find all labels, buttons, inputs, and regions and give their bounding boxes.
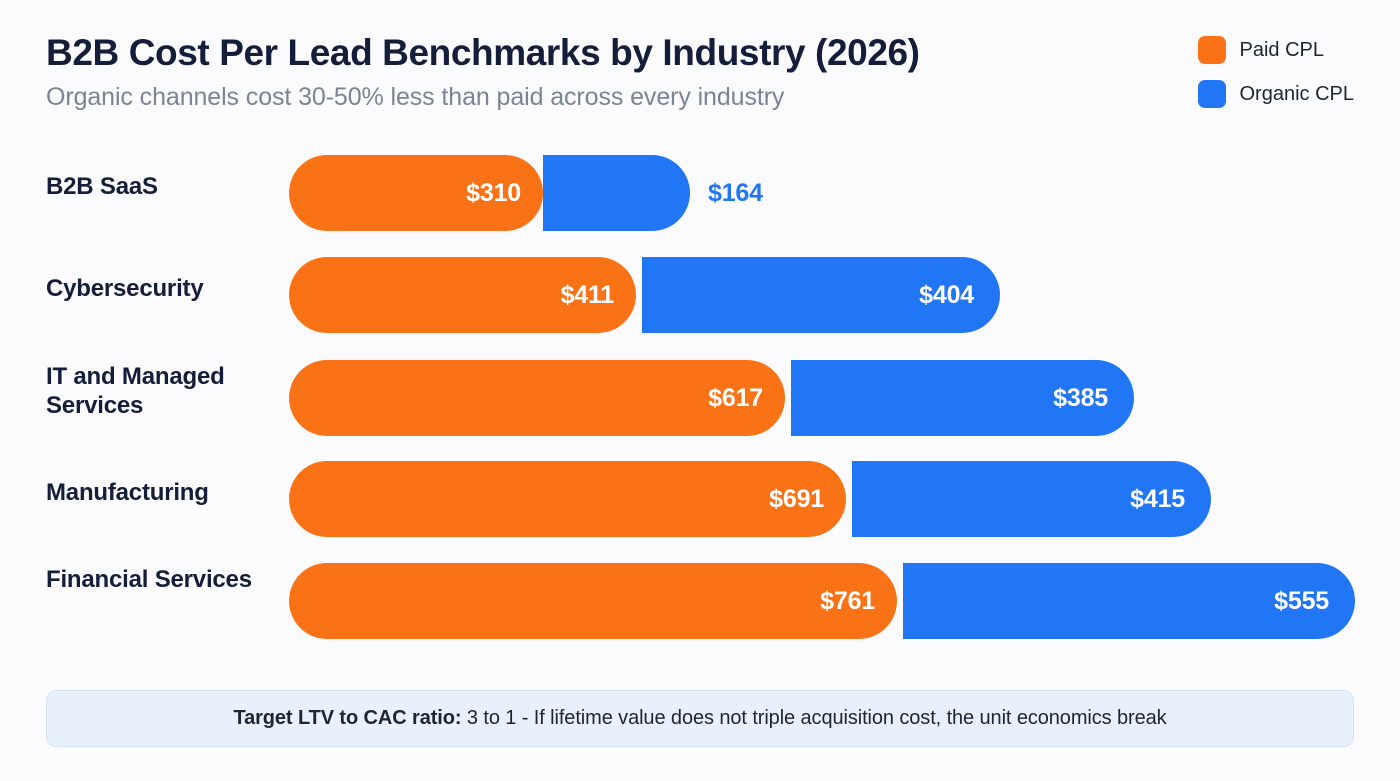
bar-value-paid: $411 bbox=[560, 280, 615, 309]
legend-label-organic: Organic CPL bbox=[1239, 82, 1355, 105]
bar-paid-cpl[interactable]: $691 bbox=[289, 461, 846, 537]
legend-swatch-icon-paid bbox=[1197, 36, 1226, 64]
bar-value-organic: $555 bbox=[1274, 586, 1329, 615]
legend-label-paid: Paid CPL bbox=[1239, 38, 1325, 61]
footnote-rest: 3 to 1 - If lifetime value does not trip… bbox=[461, 707, 1167, 729]
chart-row: Cybersecurity $411 $404 bbox=[0, 257, 1400, 333]
chart-row: B2B SaaS $310 $164 bbox=[0, 155, 1400, 231]
footnote-text: Target LTV to CAC ratio: 3 to 1 - If lif… bbox=[233, 707, 1166, 730]
legend-swatch-icon-organic bbox=[1197, 80, 1226, 108]
chart-row: Manufacturing $691 $415 bbox=[0, 461, 1400, 537]
bar-value-organic: $415 bbox=[1130, 484, 1185, 513]
chart-header: B2B Cost Per Lead Benchmarks by Industry… bbox=[46, 32, 1136, 112]
bar-paid-cpl[interactable]: $310 bbox=[289, 155, 543, 231]
bar-value-paid: $617 bbox=[708, 383, 763, 412]
category-label: Cybersecurity bbox=[46, 275, 204, 302]
chart-title: B2B Cost Per Lead Benchmarks by Industry… bbox=[46, 32, 920, 73]
bar-value-organic: $404 bbox=[919, 280, 974, 309]
bar-organic-cpl[interactable]: $555 bbox=[903, 563, 1355, 639]
footnote-strong: Target LTV to CAC ratio: bbox=[233, 707, 462, 729]
chart-row: Financial Services $761 $555 bbox=[0, 563, 1400, 639]
category-label: B2B SaaS bbox=[46, 173, 158, 200]
category-label: Financial Services bbox=[46, 566, 252, 593]
category-label: IT and Managed Services bbox=[46, 363, 225, 419]
legend-item-organic-cpl[interactable]: Organic CPL bbox=[1197, 80, 1355, 108]
bar-paid-cpl[interactable]: $411 bbox=[289, 257, 636, 333]
bar-organic-cpl[interactable]: $415 bbox=[852, 461, 1211, 537]
bar-value-organic: $164 bbox=[708, 178, 763, 207]
bar-organic-cpl[interactable] bbox=[543, 155, 690, 231]
bar-organic-cpl[interactable]: $385 bbox=[791, 360, 1134, 436]
bar-value-organic: $385 bbox=[1053, 383, 1108, 412]
bar-paid-cpl[interactable]: $761 bbox=[289, 563, 897, 639]
bar-value-paid: $761 bbox=[820, 586, 875, 615]
bar-value-paid: $310 bbox=[466, 178, 521, 207]
footnote-callout: Target LTV to CAC ratio: 3 to 1 - If lif… bbox=[46, 690, 1354, 747]
chart-subtitle: Organic channels cost 30-50% less than p… bbox=[46, 83, 785, 112]
chart-row: IT and Managed Services $617 $385 bbox=[0, 360, 1400, 436]
legend-item-paid-cpl[interactable]: Paid CPL bbox=[1197, 36, 1325, 64]
bar-paid-cpl[interactable]: $617 bbox=[289, 360, 785, 436]
category-label: Manufacturing bbox=[46, 479, 209, 506]
chart-legend: Paid CPL Organic CPL bbox=[1197, 36, 1355, 108]
bar-value-paid: $691 bbox=[769, 484, 824, 513]
bar-organic-cpl[interactable]: $404 bbox=[642, 257, 1000, 333]
